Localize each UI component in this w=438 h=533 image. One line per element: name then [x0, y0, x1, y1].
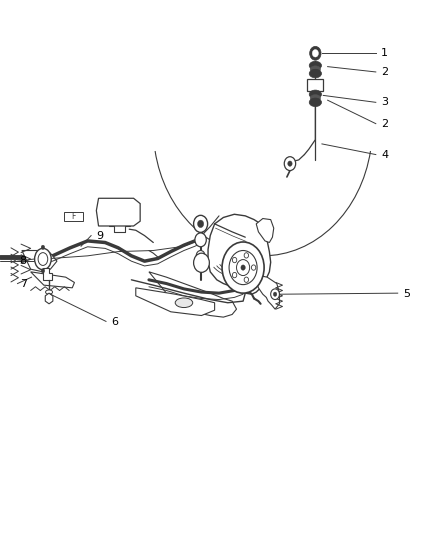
Circle shape: [195, 233, 206, 247]
Text: 7: 7: [20, 279, 27, 288]
Circle shape: [310, 46, 321, 60]
Circle shape: [233, 272, 237, 278]
Text: 8: 8: [20, 256, 27, 266]
Ellipse shape: [35, 248, 51, 270]
Circle shape: [271, 289, 279, 300]
Polygon shape: [96, 198, 140, 226]
Text: 1: 1: [381, 49, 388, 58]
Text: 5: 5: [403, 289, 410, 299]
Circle shape: [241, 265, 245, 270]
Circle shape: [312, 50, 318, 57]
Ellipse shape: [309, 98, 321, 107]
Polygon shape: [256, 219, 274, 243]
Circle shape: [251, 265, 256, 270]
Circle shape: [284, 157, 296, 171]
Polygon shape: [31, 272, 74, 288]
Text: 6: 6: [112, 318, 119, 327]
Circle shape: [273, 292, 277, 296]
Polygon shape: [136, 288, 215, 316]
Ellipse shape: [309, 69, 321, 78]
Text: 9: 9: [96, 231, 103, 240]
Circle shape: [244, 277, 248, 282]
Text: 4: 4: [381, 150, 388, 159]
Circle shape: [194, 215, 208, 232]
Circle shape: [288, 161, 292, 166]
Polygon shape: [43, 268, 52, 280]
Text: 2: 2: [381, 67, 388, 77]
Text: 2: 2: [381, 119, 388, 128]
Ellipse shape: [175, 298, 193, 308]
Ellipse shape: [309, 61, 321, 70]
Text: F: F: [71, 212, 76, 221]
Ellipse shape: [310, 95, 321, 101]
Circle shape: [198, 220, 204, 228]
Polygon shape: [254, 274, 279, 309]
Circle shape: [194, 253, 209, 272]
Circle shape: [41, 245, 45, 249]
Circle shape: [196, 251, 205, 261]
Circle shape: [222, 242, 264, 293]
FancyBboxPatch shape: [64, 212, 83, 221]
Circle shape: [229, 251, 257, 285]
Ellipse shape: [310, 66, 321, 73]
Polygon shape: [208, 214, 271, 294]
Text: 3: 3: [381, 98, 388, 107]
Polygon shape: [22, 251, 57, 272]
FancyBboxPatch shape: [307, 79, 323, 91]
Ellipse shape: [309, 90, 321, 99]
Polygon shape: [149, 272, 237, 317]
Circle shape: [237, 260, 250, 276]
Circle shape: [244, 253, 248, 258]
Circle shape: [233, 257, 237, 263]
Ellipse shape: [46, 290, 53, 294]
Ellipse shape: [38, 253, 48, 265]
Circle shape: [41, 269, 45, 273]
